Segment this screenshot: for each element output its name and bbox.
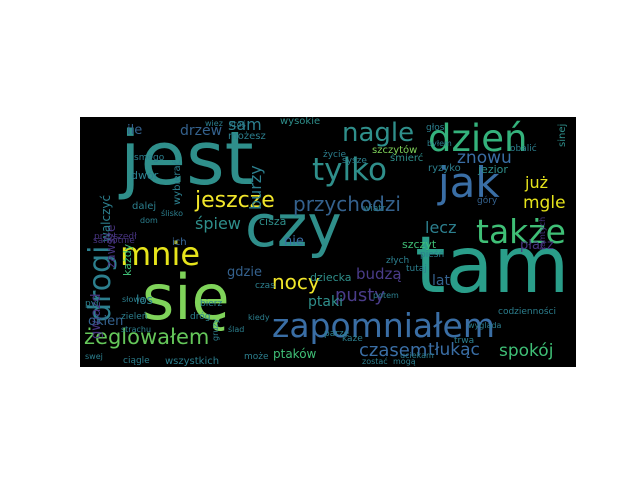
cloud-word-14: żeglowałem (84, 325, 210, 349)
cloud-word-69: parze (324, 329, 350, 339)
cloud-word-68: kiedy (248, 313, 270, 322)
cloud-word-43: wysokie (280, 117, 321, 127)
cloud-word-65: swej (85, 352, 103, 361)
cloud-word-85: zieleń (121, 312, 148, 322)
cloud-word-17: czasem (359, 340, 428, 361)
cloud-word-61: trwa (454, 336, 475, 346)
cloud-word-10: mnie (120, 235, 201, 273)
cloud-word-39: ile (127, 123, 143, 138)
cloud-word-93: wiatr (363, 204, 386, 214)
cloud-word-67: bierz (200, 299, 223, 309)
cloud-word-66: dróg (190, 312, 211, 322)
cloud-word-30: okien (88, 314, 124, 329)
cloud-word-60: tutaj (406, 264, 427, 274)
cloud-word-20: znowu (457, 148, 512, 168)
cloud-word-82: samotnie (93, 236, 135, 246)
cloud-word-92: tamtych (538, 216, 547, 250)
cloud-word-75: obalić (510, 144, 537, 154)
cloud-word-35: dziecka (310, 271, 352, 284)
cloud-word-88: pył (85, 299, 99, 309)
cloud-word-62: wszystkich (165, 356, 220, 367)
cloud-word-53: smego (134, 153, 165, 163)
cloud-word-50: wybierać (172, 159, 183, 205)
cloud-word-23: lecz (425, 218, 457, 237)
cloud-word-56: góry (477, 196, 498, 206)
cloud-word-41: lat (432, 273, 450, 289)
cloud-word-16: pusty (335, 285, 385, 306)
cloud-word-91: pieśń (420, 250, 445, 260)
cloud-word-47: ryzyko (428, 163, 461, 174)
cloud-word-94: dom (140, 216, 158, 225)
cloud-word-11: także (476, 212, 566, 251)
cloud-word-79: ktoś (229, 120, 246, 129)
cloud-word-51: dwór (131, 169, 159, 182)
cloud-word-26: drzew (180, 123, 223, 139)
cloud-word-55: cisza (259, 215, 287, 228)
cloud-word-7: jak (438, 158, 500, 207)
cloud-word-59: złych (386, 256, 410, 266)
cloud-word-27: burzy (246, 165, 265, 210)
cloud-word-46: jezior (478, 163, 508, 176)
cloud-word-45: płacz (520, 238, 554, 253)
cloud-word-25: śpiew (195, 214, 241, 233)
cloud-word-74: codzienności (498, 307, 556, 317)
cloud-word-36: każdy (121, 243, 134, 276)
cloud-word-24: sam (228, 117, 262, 134)
cloud-word-8: nagle (342, 118, 415, 148)
cloud-word-33: gdzie (227, 265, 262, 280)
cloud-word-52: dalej (132, 201, 157, 212)
cloud-word-15: nocy (272, 270, 320, 294)
cloud-word-4: dzień (428, 117, 528, 160)
cloud-word-48: śmierć (390, 153, 424, 164)
cloud-word-70: każe (342, 334, 363, 344)
cloud-word-76: przyszedł (94, 232, 137, 242)
cloud-word-57: sinej (557, 123, 568, 147)
word-cloud: jest czy tam się dzień zapomniałem tylko jak nag… (80, 117, 576, 367)
cloud-word-63: może (244, 352, 269, 362)
cloud-word-90: gruzy (211, 318, 220, 341)
cloud-word-84: wygląda (468, 321, 502, 330)
cloud-word-1: czy (245, 192, 342, 260)
cloud-word-22: już (525, 173, 548, 192)
cloud-word-32: ptaków (273, 347, 317, 361)
cloud-word-64: ciągle (123, 356, 150, 366)
cloud-word-18: tłukąc (428, 340, 480, 360)
cloud-word-42: szczyt (402, 238, 437, 251)
cloud-word-77: ślad (228, 325, 245, 334)
cloud-word-31: ptaki (308, 294, 343, 310)
cloud-word-58: życie (323, 150, 347, 160)
cloud-word-0: jest (120, 117, 254, 202)
cloud-word-87: słowa (122, 295, 145, 304)
cloud-word-21: mgle (523, 193, 566, 213)
cloud-word-72: zostać (362, 357, 388, 366)
cloud-word-44: szczytów (372, 145, 418, 156)
cloud-word-13: przychodzi (293, 192, 401, 216)
cloud-word-81: uciekam (400, 351, 434, 360)
cloud-word-78: wiez (205, 119, 223, 128)
cloud-word-40: los (136, 293, 153, 307)
cloud-word-5: zapomniałem (272, 306, 495, 345)
cloud-word-34: nie (284, 234, 304, 249)
cloud-word-2: tam (415, 221, 570, 311)
cloud-word-95: czas (255, 281, 275, 291)
cloud-word-19: spokój (499, 341, 554, 361)
cloud-word-28: budzą (356, 265, 402, 283)
cloud-word-3: się (142, 261, 230, 334)
cloud-word-71: potem (373, 291, 399, 300)
cloud-word-73: mogą (393, 357, 416, 366)
cloud-word-12: jeszcze (195, 188, 275, 213)
cloud-word-83: ślisko (161, 209, 184, 218)
cloud-word-89: syszę (342, 156, 367, 166)
cloud-word-80: byłem (427, 139, 452, 148)
cloud-word-54: ich (172, 237, 187, 248)
cloud-word-6: tylko (312, 152, 387, 188)
cloud-word-49: możesz (228, 131, 266, 142)
cloud-word-86: strachu (121, 325, 152, 334)
cloud-word-96: głos (426, 123, 445, 133)
